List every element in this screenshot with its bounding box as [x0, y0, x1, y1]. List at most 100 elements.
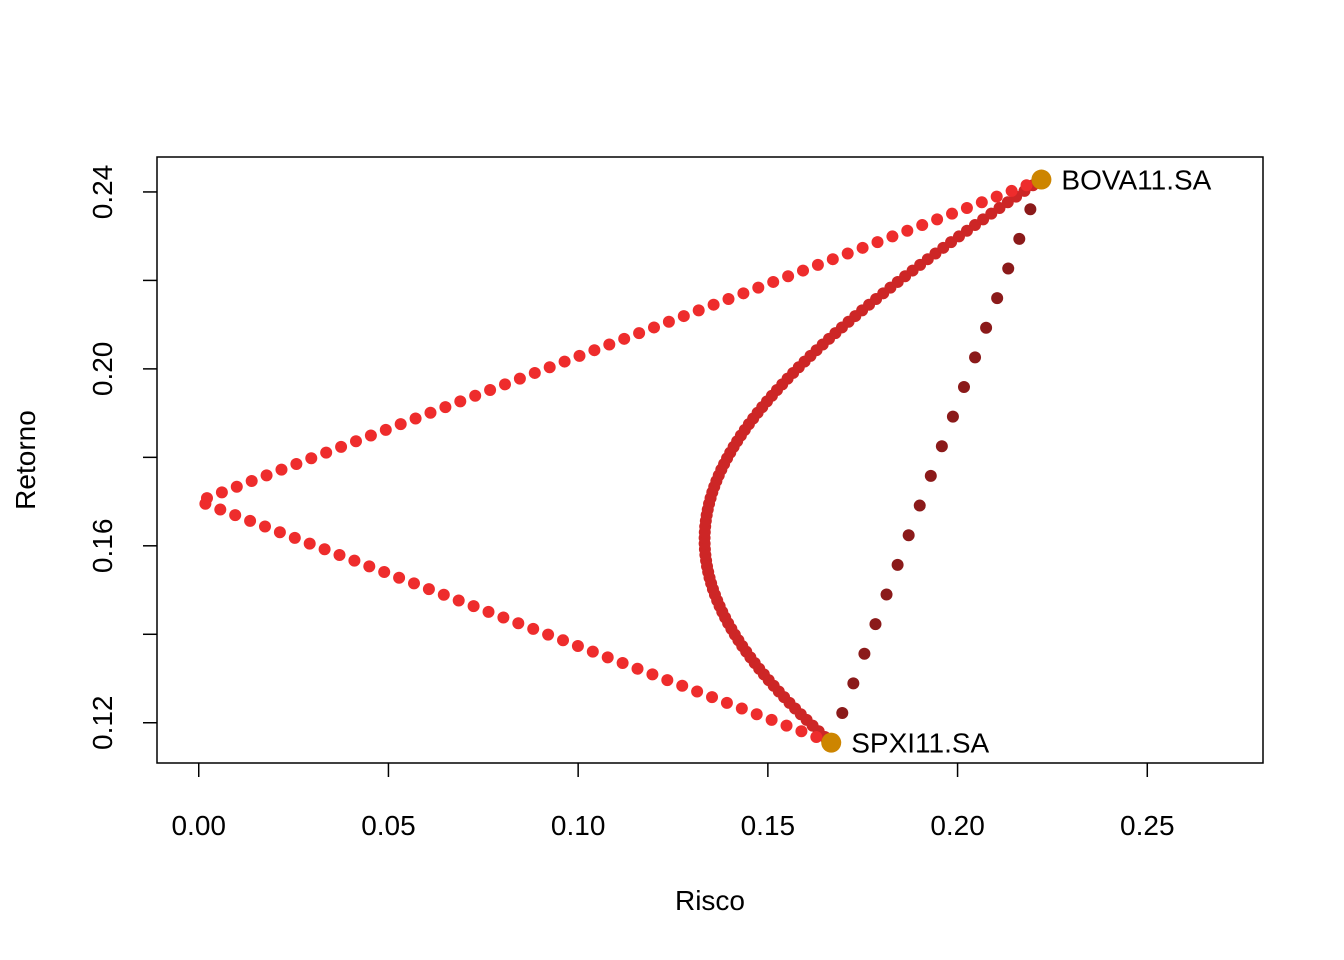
frontier-point [512, 617, 525, 630]
frontier-point [513, 372, 526, 385]
frontier-point [795, 725, 808, 738]
frontier-point [826, 253, 839, 266]
frontier-point [720, 696, 733, 709]
frontier-point [871, 236, 884, 249]
frontier-point [333, 548, 346, 561]
frontier-point [482, 605, 495, 618]
frontier-point [858, 647, 871, 660]
frontier-point [245, 475, 258, 488]
frontier-point [273, 526, 286, 539]
asset-point [1031, 169, 1052, 190]
frontier-point [335, 440, 348, 453]
frontier-point [810, 730, 823, 743]
frontier-point [991, 292, 1004, 305]
y-tick-label: 0.12 [87, 695, 118, 750]
x-tick-label: 0.20 [930, 810, 985, 841]
asset-label: SPXI11.SA [851, 728, 989, 759]
frontier-point [497, 611, 510, 624]
frontier-point [320, 446, 333, 459]
asset-point [821, 732, 842, 753]
frontier-point [836, 707, 849, 720]
frontier-point [601, 651, 614, 664]
frontier-point [856, 241, 869, 254]
frontier-point [409, 412, 422, 425]
y-tick-label: 0.24 [87, 165, 118, 220]
frontier-point [200, 492, 213, 505]
frontier-point [980, 321, 993, 334]
frontier-point [543, 361, 556, 374]
frontier-point [498, 378, 511, 391]
frontier-point [780, 719, 793, 732]
y-axis-label: Retorno [10, 410, 41, 510]
frontier-point [797, 264, 810, 277]
frontier-point [752, 281, 765, 294]
frontier-point [214, 503, 227, 516]
frontier-point [886, 230, 899, 243]
frontier-point [364, 429, 377, 442]
frontier-point [811, 258, 824, 271]
plot-frame [156, 156, 1264, 764]
y-axis: 0.12 0.16 0.20 0.24 [87, 165, 157, 750]
frontier-point [527, 622, 540, 635]
x-tick-label: 0.05 [361, 810, 416, 841]
frontier-point [394, 418, 407, 431]
frontier-point [662, 315, 675, 328]
frontier-point [557, 634, 570, 647]
frontier-point [750, 708, 763, 721]
x-tick-label: 0.00 [171, 810, 226, 841]
x-tick-label: 0.15 [741, 810, 796, 841]
frontier-point [891, 558, 904, 571]
frontier-point [408, 577, 421, 590]
frontier-point [737, 287, 750, 300]
x-axis-label: Risco [675, 885, 745, 916]
y-tick-label: 0.16 [87, 519, 118, 574]
frontier-point [847, 677, 860, 690]
frontier-point [676, 679, 689, 692]
frontier-point [931, 213, 944, 226]
frontier-point [975, 196, 988, 209]
frontier-point [677, 310, 690, 323]
frontier-point [452, 594, 465, 607]
frontier-point [692, 304, 705, 317]
frontier-point [542, 628, 555, 641]
x-tick-label: 0.10 [551, 810, 606, 841]
frontier-point [393, 571, 406, 584]
frontier-point [558, 355, 571, 368]
frontier-point [303, 537, 316, 550]
frontier-point [603, 338, 616, 351]
frontier-point [631, 662, 644, 675]
frontier-point [424, 406, 437, 419]
frontier-point [467, 600, 480, 613]
frontier-point [305, 452, 318, 465]
frontier-point [528, 366, 541, 379]
x-tick-label: 0.25 [1120, 810, 1175, 841]
frontier-point [661, 674, 674, 687]
frontier-point [484, 384, 497, 397]
frontier-point [706, 691, 719, 704]
frontier-point [349, 435, 362, 448]
frontier-point [573, 349, 586, 362]
frontier-point [646, 668, 659, 681]
x-axis: 0.00 0.05 0.10 0.15 0.20 0.25 [171, 763, 1175, 841]
asset-label: BOVA11.SA [1061, 165, 1211, 196]
frontier-point [260, 469, 273, 482]
frontier-point [586, 645, 599, 658]
frontier-point [378, 566, 391, 579]
frontier-point [869, 618, 882, 631]
frontier-point [901, 224, 914, 237]
frontier-point [616, 657, 629, 670]
frontier-point [946, 410, 959, 423]
frontier-point [275, 463, 288, 476]
frontier-point [902, 529, 915, 542]
frontier-point [960, 201, 973, 214]
frontier-point [288, 531, 301, 544]
frontier-point [691, 685, 704, 698]
frontier-point [735, 702, 748, 715]
frontier-point [782, 270, 795, 283]
frontier-point [348, 554, 361, 567]
frontier-point [588, 344, 601, 357]
frontier-point [990, 190, 1003, 203]
frontier-point [1020, 179, 1033, 192]
frontier-point [422, 583, 435, 596]
